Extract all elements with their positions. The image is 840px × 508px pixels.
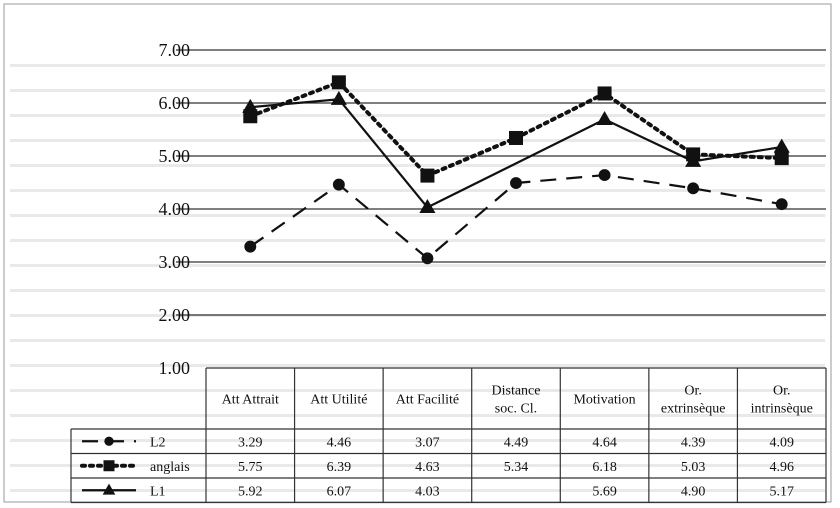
data-point bbox=[774, 151, 789, 166]
data-label: 4.46 bbox=[327, 435, 352, 450]
category-label: Att Utilité bbox=[310, 393, 367, 408]
data-label: 3.29 bbox=[238, 435, 263, 450]
legend-label: L2 bbox=[150, 435, 166, 450]
data-point bbox=[242, 98, 259, 113]
data-label: 5.69 bbox=[592, 484, 617, 499]
print-through-line bbox=[10, 289, 825, 292]
data-point bbox=[773, 138, 790, 153]
data-label: 5.92 bbox=[238, 484, 263, 499]
category-label: Distance bbox=[492, 384, 541, 399]
data-point bbox=[420, 168, 435, 183]
data-label: 3.07 bbox=[415, 435, 440, 450]
print-through-line bbox=[10, 239, 825, 242]
category-label: Motivation bbox=[573, 393, 635, 408]
chart-frame bbox=[3, 3, 832, 503]
y-tick-label: 3.00 bbox=[159, 252, 191, 272]
series-L2 bbox=[244, 169, 788, 265]
print-through-line bbox=[10, 489, 825, 492]
y-tick-label: 7.00 bbox=[159, 40, 191, 60]
print-through-line bbox=[10, 464, 825, 467]
series-lines bbox=[242, 75, 790, 265]
print-through-line bbox=[10, 89, 825, 92]
legend-label: anglais bbox=[150, 460, 190, 475]
print-through-line bbox=[10, 139, 825, 142]
category-label: intrinsèque bbox=[751, 402, 813, 417]
data-point bbox=[331, 75, 346, 90]
data-label: 6.39 bbox=[327, 460, 352, 475]
data-label: 4.03 bbox=[415, 484, 440, 499]
print-through-line bbox=[10, 439, 825, 442]
data-label: 5.17 bbox=[769, 484, 794, 499]
print-through-line bbox=[10, 189, 825, 192]
data-point bbox=[104, 436, 114, 446]
data-label: 4.64 bbox=[592, 435, 617, 450]
category-label: Att Attrait bbox=[222, 393, 279, 408]
data-point bbox=[775, 198, 788, 211]
data-point bbox=[509, 130, 523, 145]
legend-label: L1 bbox=[150, 484, 166, 499]
data-label: 6.07 bbox=[327, 484, 352, 499]
y-tick-label: 4.00 bbox=[159, 199, 191, 219]
series-line bbox=[250, 98, 782, 209]
y-tick-label: 5.00 bbox=[159, 146, 191, 166]
print-through-line bbox=[10, 264, 825, 267]
data-point bbox=[419, 199, 436, 214]
print-through-line bbox=[10, 339, 825, 342]
data-point bbox=[687, 182, 700, 195]
data-label: 5.34 bbox=[504, 460, 529, 475]
print-through-line bbox=[10, 214, 825, 217]
data-table: Att Attrait Att Utilité Att Facilité Distan… bbox=[70, 367, 827, 504]
print-through-line bbox=[10, 364, 825, 367]
data-point bbox=[421, 252, 434, 265]
print-through-line bbox=[10, 389, 825, 392]
data-label: 5.03 bbox=[681, 460, 706, 475]
data-label: 4.39 bbox=[681, 435, 706, 450]
data-label: 4.49 bbox=[504, 435, 529, 450]
print-through-line bbox=[10, 414, 825, 417]
category-label: soc. Cl. bbox=[495, 402, 537, 417]
series-L1 bbox=[242, 90, 790, 214]
series-line bbox=[248, 79, 784, 178]
data-point bbox=[685, 152, 702, 167]
data-point bbox=[510, 177, 522, 189]
data-point bbox=[596, 111, 613, 126]
data-point bbox=[598, 169, 611, 182]
print-through-line bbox=[10, 114, 825, 117]
category-label: extrinsèque bbox=[661, 402, 726, 417]
y-axis: 1.00 2.00 3.00 4.00 5.00 6.00 7.00 bbox=[159, 40, 191, 378]
data-point bbox=[244, 240, 257, 253]
background-print-through bbox=[10, 64, 825, 492]
data-point bbox=[332, 178, 345, 191]
data-point bbox=[103, 460, 115, 472]
data-point bbox=[102, 483, 116, 495]
data-label: 5.75 bbox=[238, 460, 263, 475]
data-label: 4.09 bbox=[769, 435, 794, 450]
data-label: 6.18 bbox=[592, 460, 617, 475]
y-tick-label: 1.00 bbox=[159, 358, 191, 378]
category-label: Or. bbox=[684, 384, 702, 399]
data-label: 4.90 bbox=[681, 484, 706, 499]
y-tick-label: 6.00 bbox=[159, 93, 191, 113]
data-label: 4.63 bbox=[415, 460, 440, 475]
data-point bbox=[597, 86, 612, 101]
data-label: 4.96 bbox=[769, 460, 794, 475]
category-label: Or. bbox=[773, 384, 791, 399]
y-tick-label: 2.00 bbox=[159, 305, 191, 325]
category-label: Att Facilité bbox=[396, 393, 459, 408]
print-through-line bbox=[10, 64, 825, 67]
data-point bbox=[330, 90, 347, 105]
